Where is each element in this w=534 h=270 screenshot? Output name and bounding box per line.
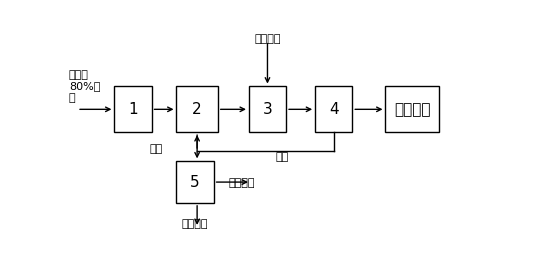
Text: 4: 4 [329, 102, 339, 117]
Text: 3: 3 [263, 102, 272, 117]
Bar [315, 86, 352, 132]
Text: 5: 5 [190, 175, 200, 190]
Text: 环保材料: 环保材料 [394, 102, 430, 117]
Bar [249, 86, 286, 132]
Text: 污水处理: 污水处理 [228, 178, 255, 188]
Text: 废气排放: 废气排放 [182, 220, 208, 230]
Bar [176, 86, 218, 132]
Bar [386, 86, 439, 132]
Text: 2: 2 [192, 102, 202, 117]
Text: 废气: 废气 [149, 144, 162, 154]
Bar [114, 86, 152, 132]
Text: 余热: 余热 [276, 152, 289, 162]
Text: 芒麻麻骨: 芒麻麻骨 [254, 35, 281, 45]
Bar [176, 161, 214, 203]
Text: 含水率
80%污
泥: 含水率 80%污 泥 [69, 70, 100, 103]
Text: 1: 1 [128, 102, 138, 117]
